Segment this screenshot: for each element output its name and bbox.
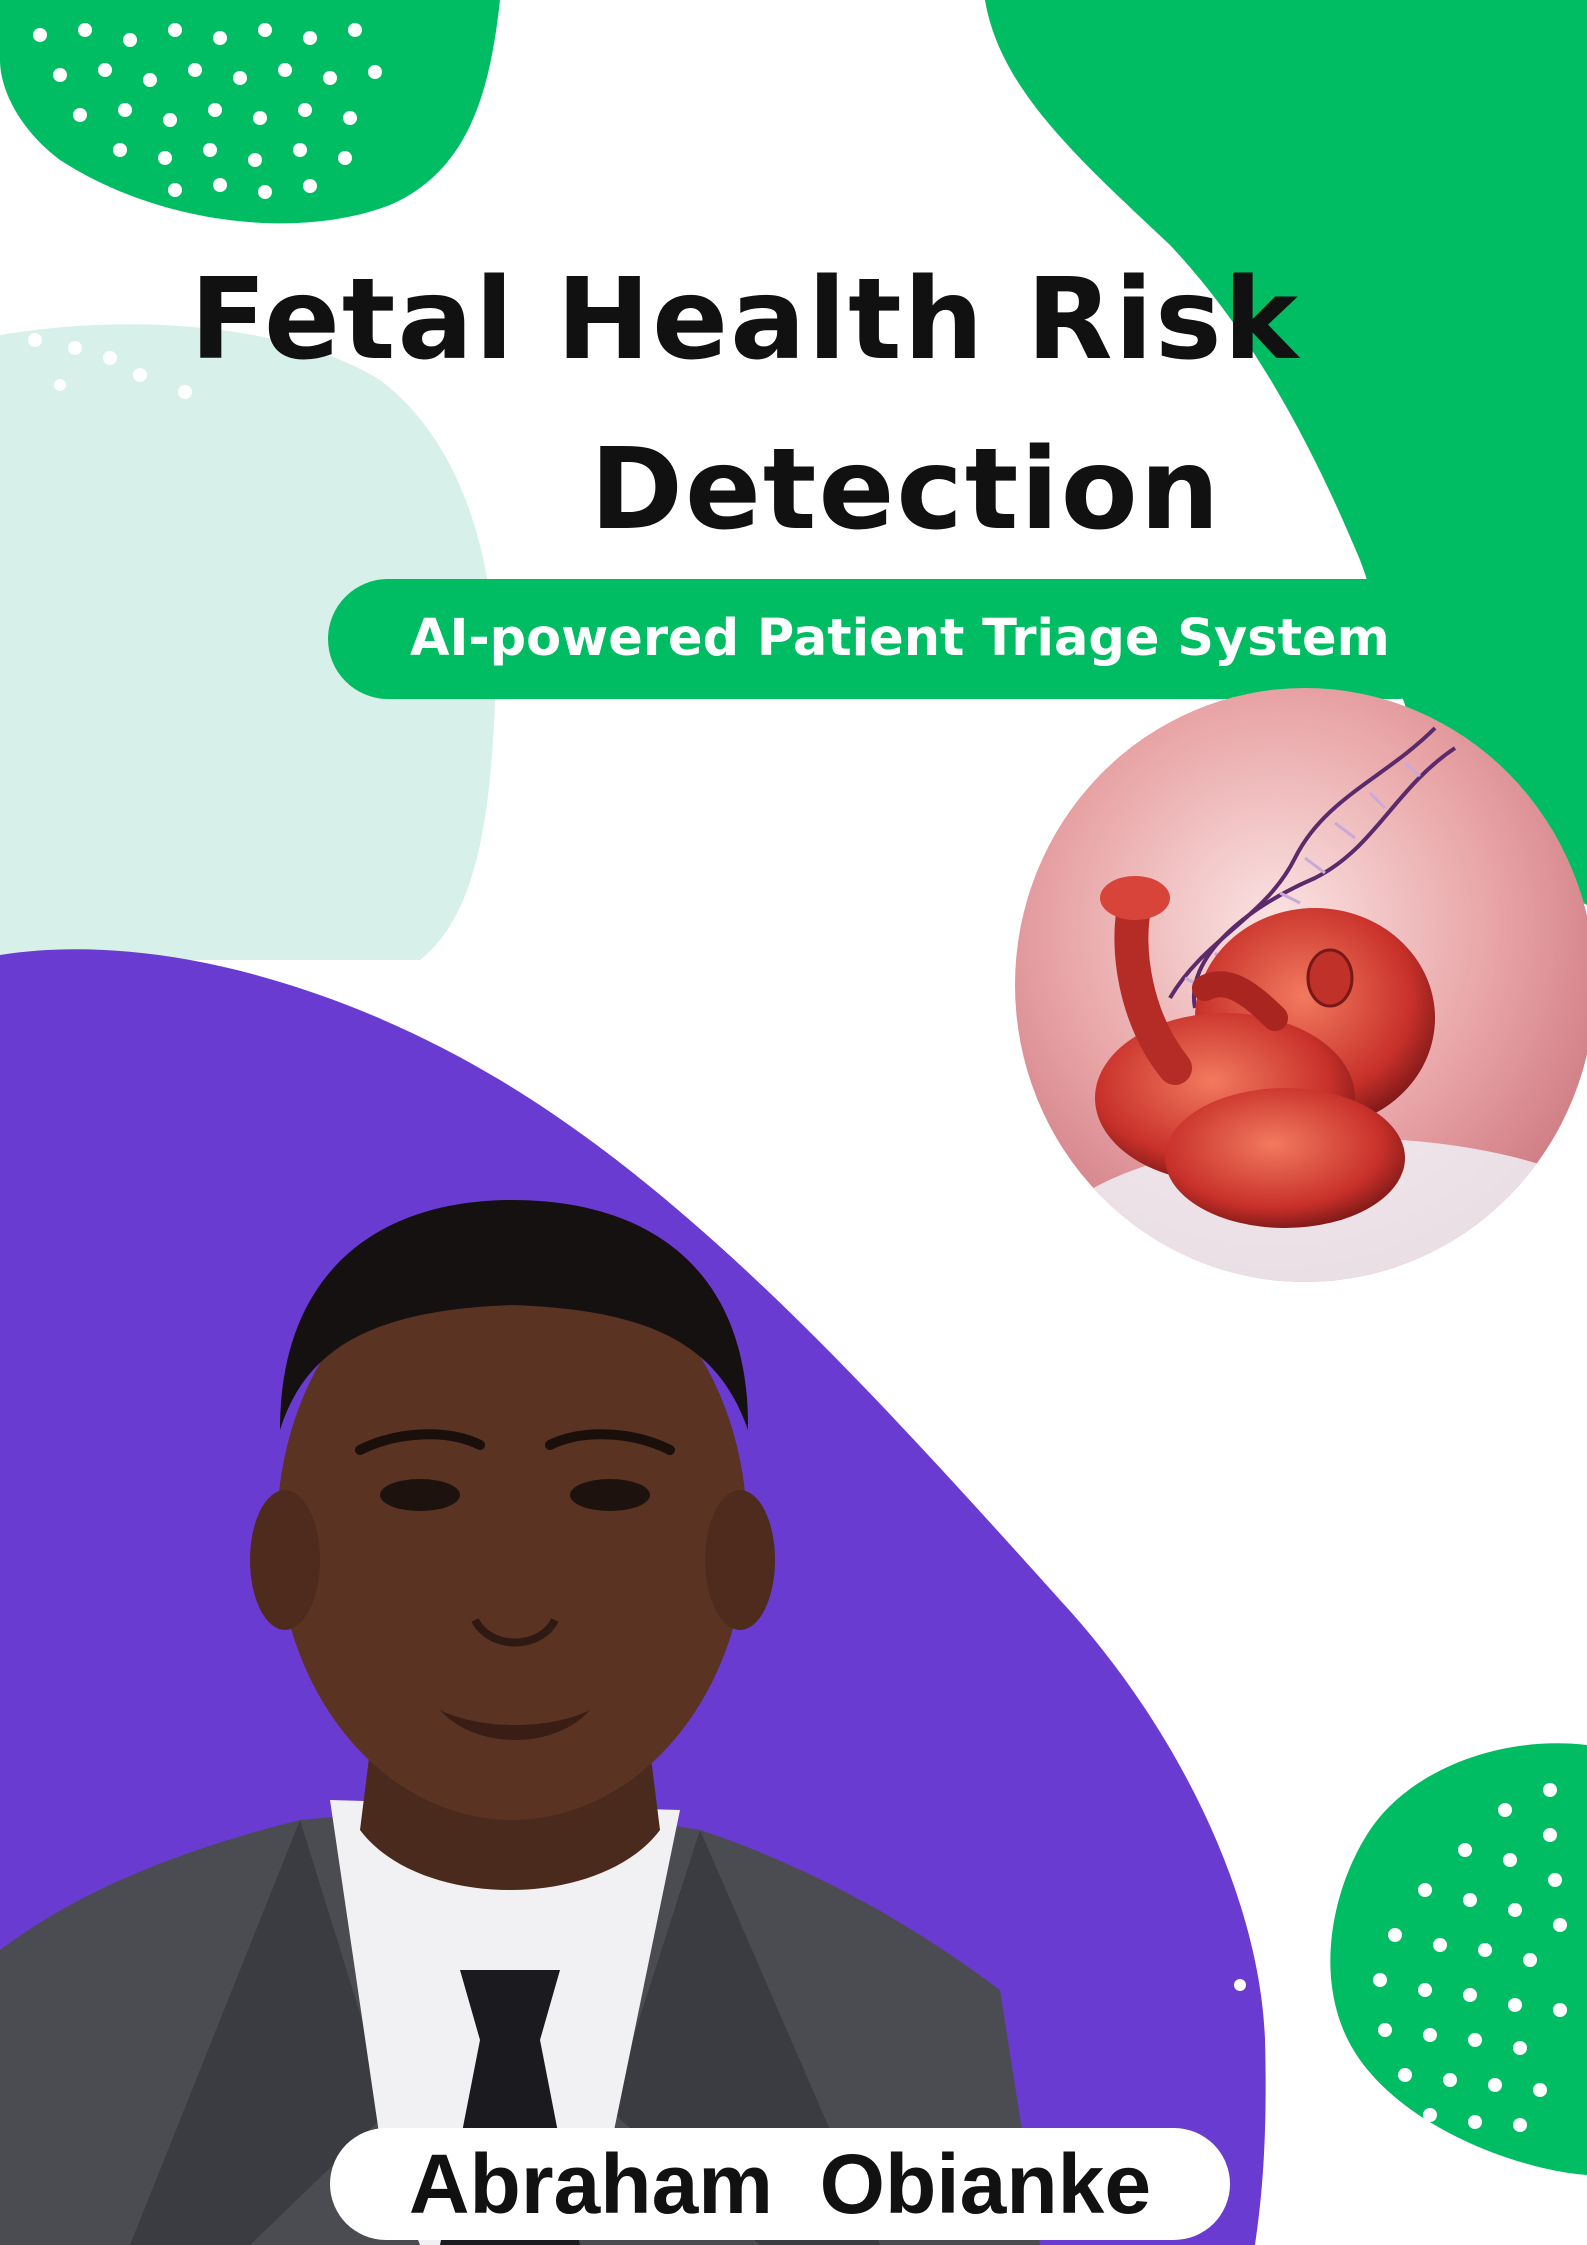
top-left-dots: [33, 23, 382, 199]
subtitle: AI-powered Patient Triage System: [410, 609, 1390, 668]
portrait-brows: [355, 1429, 675, 1455]
portrait-nose: [471, 1617, 559, 1647]
author-portrait: [0, 1110, 1050, 2245]
fetus-figure: [1095, 876, 1435, 1228]
mint-dots: [28, 333, 192, 399]
title-line-2: Detection: [590, 425, 1222, 555]
portrait-hair: [280, 1200, 749, 1430]
bottom-right-dots: [1234, 1783, 1567, 2132]
fetus-dna-illustration: [1015, 688, 1587, 1282]
author-name: Abraham Obianke: [408, 2137, 1152, 2231]
subtitle-pill: [328, 579, 1458, 699]
fetus-illustration-svg: [1015, 688, 1587, 1282]
bottom-right-green-blob: [1330, 1743, 1587, 2175]
left-mint-blob: [0, 324, 496, 960]
portrait-face: [277, 1240, 747, 1820]
author-name-pill: [330, 2128, 1230, 2240]
portrait-mouth: [440, 1710, 590, 1740]
title-line-1: Fetal Health Risk: [190, 255, 1301, 385]
portrait-lapel-left: [130, 1820, 390, 2245]
portrait-ear-left: [250, 1490, 320, 1630]
portrait-ear-right: [705, 1490, 775, 1630]
dna-helix-icon: [1168, 726, 1457, 1009]
portrait-svg: [0, 1200, 1040, 2245]
portrait-eye-right: [570, 1479, 650, 1511]
portrait-eye-left: [380, 1479, 460, 1511]
top-left-green-blob: [0, 0, 500, 224]
